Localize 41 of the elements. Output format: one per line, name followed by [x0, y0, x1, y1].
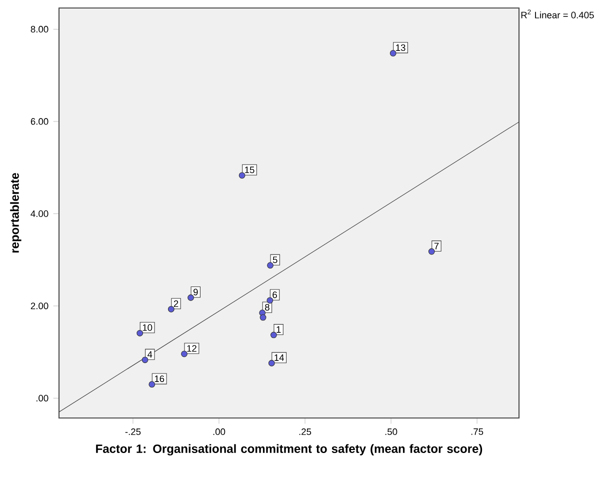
annotation: 15 [245, 166, 254, 174]
point [142, 356, 148, 364]
point [270, 332, 277, 338]
point [260, 314, 266, 321]
x-tick-label: .00 [213, 428, 226, 435]
y-tick-label: .00 [36, 394, 48, 402]
point [238, 172, 246, 179]
y-tick-label: 6.00 [30, 118, 48, 125]
point [428, 248, 435, 255]
y-axis-title: reportablerate [10, 173, 22, 253]
point [390, 50, 396, 56]
annotation: 7 [434, 242, 439, 250]
annotation: 1 [276, 326, 281, 333]
point [188, 294, 194, 301]
x-tick-label: .25 [299, 428, 312, 435]
annotation: 10 [142, 324, 152, 331]
point [136, 330, 144, 336]
y-tick-label: 8.00 [30, 26, 48, 33]
x-tick-label: .75 [471, 428, 484, 435]
x-axis-title: Factor 1: Organisational commitment to safety (mean factor score) [96, 444, 482, 456]
y-tick-label: 2.00 [30, 302, 48, 310]
point [148, 381, 156, 388]
x-tick-label: .50 [385, 428, 398, 435]
annotation: 13 [396, 44, 406, 51]
annotation: 14 [274, 354, 284, 361]
y-tick-label: 4.00 [30, 210, 48, 217]
point [268, 360, 275, 366]
point [266, 297, 274, 304]
annotation: 9 [193, 288, 198, 296]
annotation: 5 [272, 256, 278, 264]
annotation: 4 [147, 351, 152, 358]
annotation: 8 [265, 304, 270, 311]
annotation: 12 [187, 345, 196, 352]
text: R$^{2}$ Linear = 0.405 [521, 10, 594, 18]
point [267, 262, 274, 269]
x-tick-label: -.25 [125, 428, 141, 435]
point [181, 350, 188, 358]
point [168, 306, 174, 312]
annotation: 6 [272, 292, 277, 298]
annotation: 16 [154, 375, 164, 382]
annotation: 2 [174, 300, 178, 307]
